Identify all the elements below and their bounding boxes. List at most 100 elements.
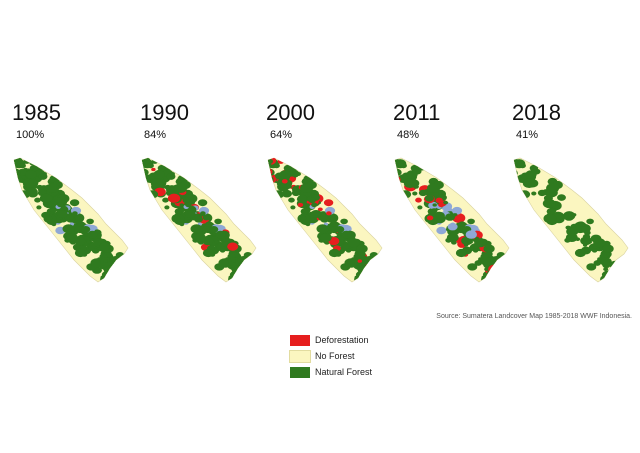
- forest-patch: [209, 226, 219, 233]
- forest-patch: [235, 276, 240, 281]
- forest-patch: [38, 173, 48, 180]
- sumatra-map: [513, 157, 629, 283]
- forest-patch: [472, 248, 479, 253]
- forest-patch: [157, 164, 167, 172]
- forest-patch: [273, 163, 280, 169]
- forest-patch: [166, 173, 176, 180]
- forest-patch: [586, 263, 597, 271]
- forest-patch: [403, 178, 417, 188]
- forest-patch: [99, 242, 111, 251]
- forest-patch: [34, 197, 41, 203]
- forest-patch: [127, 281, 128, 282]
- forest-patch: [231, 267, 237, 272]
- forest-patch: [368, 262, 373, 267]
- year-label: 2018: [512, 100, 561, 125]
- forest-patch: [412, 191, 418, 196]
- forest-patch: [375, 268, 382, 275]
- forest-patch: [393, 156, 394, 165]
- forest-patch: [124, 268, 128, 272]
- year-label: 1990: [140, 100, 189, 125]
- forest-patch: [522, 178, 536, 188]
- forest-patch: [356, 244, 368, 253]
- legend-swatch: [290, 366, 310, 378]
- forest-patch: [455, 248, 467, 258]
- forest-patch: [577, 221, 585, 227]
- forest-patch: [341, 230, 352, 239]
- forest-patch: [49, 208, 57, 213]
- forest-patch: [97, 257, 102, 261]
- forest-patch: [250, 264, 256, 272]
- forest-patch: [214, 240, 219, 244]
- map-panel-2018: 2018 41%: [512, 100, 634, 290]
- forest-patch: [487, 270, 494, 275]
- forest-patch: [36, 205, 42, 210]
- forest-patch: [410, 164, 420, 172]
- forest-patch: [467, 218, 475, 225]
- sumatra-map: [141, 157, 257, 283]
- deforestation-patch: [297, 202, 304, 207]
- forest-patch: [283, 164, 293, 172]
- forest-patch: [277, 158, 289, 159]
- deforestation-patch: [426, 215, 434, 221]
- forest-patch: [41, 211, 50, 219]
- forest-patch: [591, 248, 598, 253]
- forest-patch: [177, 208, 185, 213]
- map-legend: Deforestation No Forest Natural Forest: [289, 332, 372, 380]
- forest-patch: [316, 224, 329, 234]
- forest-patch: [395, 167, 397, 172]
- year-label: 2000: [266, 100, 315, 125]
- forest-patch: [478, 257, 483, 261]
- forest-patch: [90, 258, 104, 268]
- forest-patch: [288, 197, 295, 203]
- forest-patch: [281, 189, 292, 198]
- deforestation-patch: [236, 268, 247, 277]
- forest-patch: [557, 194, 566, 201]
- forest-patch: [537, 189, 547, 197]
- forest-patch: [23, 159, 30, 164]
- forest-patch: [574, 248, 586, 258]
- forest-patch: [244, 274, 252, 280]
- forest-percent-label: 64%: [270, 129, 293, 141]
- forest-patch: [107, 264, 120, 274]
- forest-patch: [347, 238, 360, 248]
- forest-patch: [57, 202, 64, 208]
- forest-patch: [252, 268, 256, 272]
- forest-patch: [403, 156, 410, 158]
- forest-patch: [232, 276, 242, 282]
- forest-patch: [424, 194, 434, 202]
- forest-patch: [328, 214, 337, 221]
- forest-patch: [12, 156, 13, 165]
- forest-patch: [525, 170, 537, 179]
- forest-patch: [565, 233, 578, 242]
- forest-patch: [72, 211, 78, 216]
- forest-patch: [445, 213, 455, 221]
- forest-patch: [219, 248, 226, 253]
- deforestation-patch: [455, 214, 464, 221]
- forest-patch: [502, 268, 509, 275]
- deforestation-patch: [289, 176, 295, 181]
- forest-patch: [142, 167, 144, 172]
- forest-patch: [617, 269, 628, 279]
- forest-patch: [62, 224, 75, 234]
- forest-patch: [549, 208, 557, 213]
- forest-patch: [184, 210, 196, 218]
- forest-patch: [607, 276, 612, 281]
- water-patch: [465, 230, 477, 239]
- forest-patch: [467, 240, 472, 244]
- forest-patch: [51, 203, 56, 207]
- forest-patch: [202, 248, 214, 258]
- map-panel-2000: 2000 64%: [266, 100, 388, 290]
- forest-patch: [432, 203, 437, 207]
- forest-patch: [358, 276, 368, 282]
- forest-patch: [300, 183, 314, 193]
- forest-patch: [514, 159, 518, 165]
- forest-patch: [606, 270, 613, 275]
- forest-patch: [489, 273, 499, 280]
- forest-patch: [586, 240, 591, 244]
- forest-patch: [245, 269, 256, 279]
- forest-patch: [77, 221, 85, 227]
- forest-patch: [103, 259, 109, 263]
- forest-patch: [121, 268, 128, 275]
- forest-patch: [200, 211, 206, 216]
- forest-patch: [122, 264, 128, 272]
